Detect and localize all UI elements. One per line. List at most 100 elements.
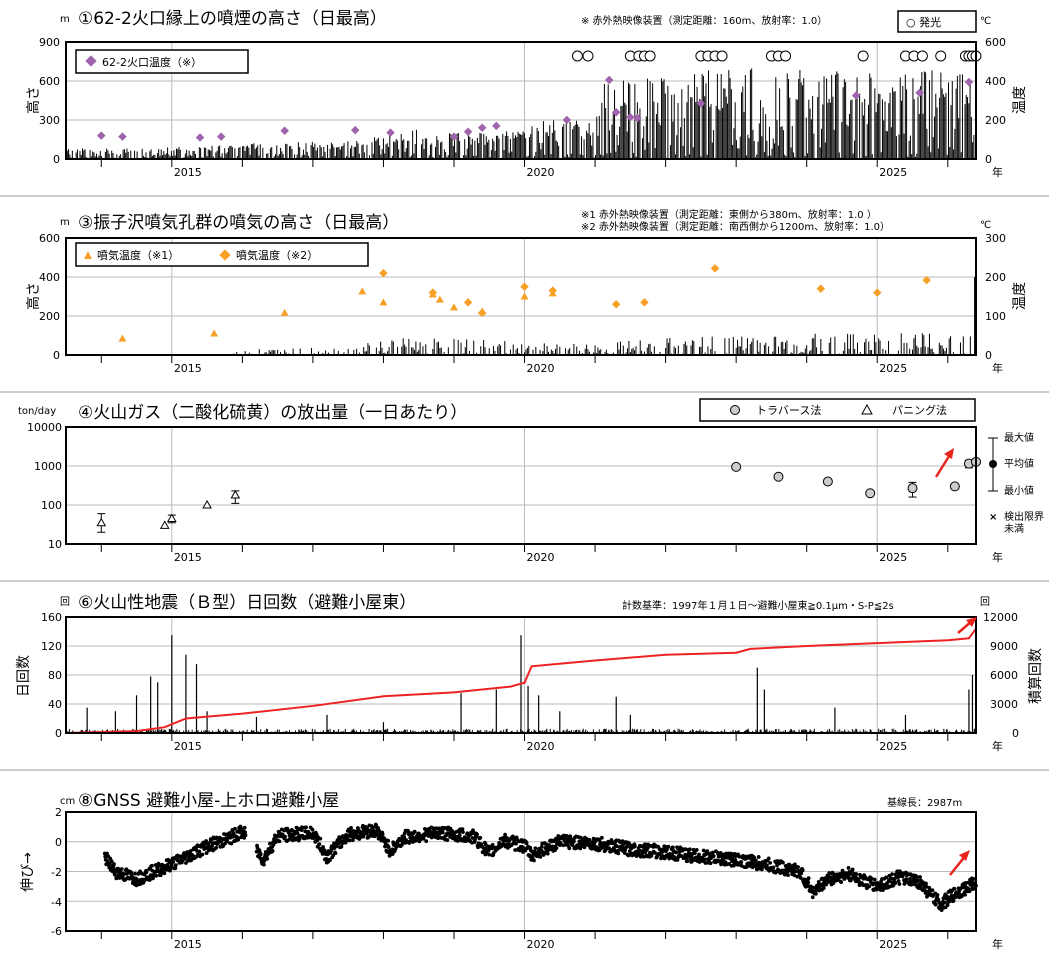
gnss-point	[229, 841, 234, 846]
diamond-legend-marker	[85, 55, 97, 67]
fumarole-note-2: ※2 赤外熱映像装置（測定距離：南西側から1200m、放射率：1.0）	[581, 220, 890, 233]
glow-markers	[571, 50, 982, 62]
gnss-point	[675, 858, 680, 862]
plume-temperature-point	[851, 91, 861, 100]
gnss-point	[277, 839, 282, 844]
plume-temperature-point	[477, 123, 487, 133]
gnss-point	[710, 850, 715, 855]
gnss-point	[666, 844, 671, 849]
fumarole-s2-point	[922, 275, 931, 285]
fumarole-ytick-400: 400	[39, 271, 60, 284]
gnss-point	[513, 848, 518, 852]
gnss-point	[148, 873, 153, 878]
gnss-point	[365, 826, 369, 830]
fumarole-s1-point	[280, 308, 289, 316]
gnss-ytick-m4: -4	[51, 896, 62, 909]
gnss-point	[133, 871, 137, 876]
quakes-left-unit: 回	[60, 596, 70, 608]
fumarole-note-1: ※1 赤外熱映像装置（測定距離：東側から380m、放射率：1.0 ）	[581, 208, 877, 221]
gnss-point	[490, 843, 495, 847]
gnss-point	[914, 874, 919, 879]
gnss-ytick-m2: -2	[51, 866, 62, 879]
gnss-point	[546, 847, 551, 852]
gnss-point	[854, 872, 859, 876]
gnss-point	[475, 832, 480, 837]
gnss-point	[470, 836, 475, 840]
x-tick-label: 2020	[527, 166, 555, 179]
gnss-point	[587, 837, 592, 842]
so2-frame	[65, 426, 977, 545]
plume-temperature-point	[350, 125, 360, 135]
so2-y-ticks: 10000 1000 100 10	[27, 421, 62, 551]
quakes-x-axis: 2015 2020 2025 年	[100, 733, 1003, 753]
gnss-point	[787, 862, 792, 867]
gnss-point	[359, 830, 364, 835]
gnss-point	[154, 873, 159, 878]
gnss-point	[445, 838, 450, 843]
gnss-point	[421, 836, 426, 841]
x-axis-year-suffix: 年	[992, 739, 1003, 753]
gnss-point	[947, 899, 952, 904]
fumarole-legend-1: 噴気温度（※1）	[97, 248, 179, 262]
quakes-right-unit: 回	[980, 596, 990, 608]
gnss-point	[514, 841, 518, 846]
x-axis-year-suffix: 年	[992, 361, 1003, 375]
plume-bars	[65, 68, 976, 159]
gnss-point	[150, 863, 154, 868]
so2-arrow-head	[944, 448, 954, 459]
fumarole-s2-point	[548, 286, 557, 295]
fumarole-s1-point	[435, 295, 444, 303]
gnss-point	[556, 834, 561, 838]
fumarole-ylabel: 高さ	[25, 282, 42, 310]
fumarole-s2-point	[611, 300, 621, 309]
gnss-point	[781, 860, 785, 865]
gnss-point	[386, 838, 391, 843]
gnss-point	[800, 868, 805, 873]
triangle-legend-marker	[84, 251, 92, 259]
plume-y2tick-600: 600	[985, 36, 1006, 49]
quakes-y2label: 積算回数	[1028, 648, 1044, 704]
gnss-point	[243, 830, 248, 835]
fumarole-s1-point	[449, 303, 458, 311]
gnss-left-unit: cm	[60, 796, 75, 807]
gnss-point	[236, 837, 241, 842]
gnss-point	[122, 872, 126, 876]
gnss-point	[265, 856, 270, 861]
fumarole-s2-point	[463, 298, 473, 307]
gnss-point	[771, 865, 776, 870]
gnss-point	[616, 851, 621, 856]
gnss-point	[589, 846, 594, 851]
fumarole-s1-point	[379, 298, 388, 306]
so2-side-legend: 最大値 平均値 最小値 × 検出限界 未満	[988, 431, 1044, 535]
side-legend-max: 最大値	[1004, 431, 1034, 444]
gnss-point	[591, 836, 596, 841]
gnss-point	[697, 852, 701, 857]
gnss-point	[768, 860, 773, 865]
gnss-point	[233, 826, 237, 831]
so2-legend-1: トラバース法	[756, 403, 821, 417]
gnss-point	[361, 834, 366, 839]
gnss-point	[324, 856, 329, 861]
gnss-point	[759, 867, 764, 872]
gnss-point	[300, 825, 305, 830]
gnss-y-ticks: 2 0 -2 -4 -6	[51, 806, 62, 938]
gnss-point	[952, 886, 957, 891]
x-tick-label: 2020	[527, 551, 555, 564]
x-axis-year-suffix: 年	[992, 165, 1003, 179]
gnss-point	[893, 881, 898, 885]
plume-legend-box	[75, 49, 249, 74]
gnss-point	[799, 871, 804, 876]
plume-x-axis: 2015 2020 2025 年	[100, 159, 1003, 179]
gnss-point	[333, 851, 338, 856]
quakes-note: 計数基準：1997年１月１日～避難小屋東≧0.1μm・S-P≦2s	[622, 599, 894, 612]
fumarole-s2-point	[816, 284, 826, 293]
gnss-point	[945, 894, 950, 899]
gnss-point	[814, 891, 818, 896]
fumarole-s2-point	[428, 288, 438, 297]
gnss-point	[243, 833, 248, 838]
gnss-point	[599, 835, 604, 840]
panning-legend-marker	[861, 403, 873, 415]
gnss-point	[328, 858, 332, 863]
gnss-point	[242, 825, 247, 830]
